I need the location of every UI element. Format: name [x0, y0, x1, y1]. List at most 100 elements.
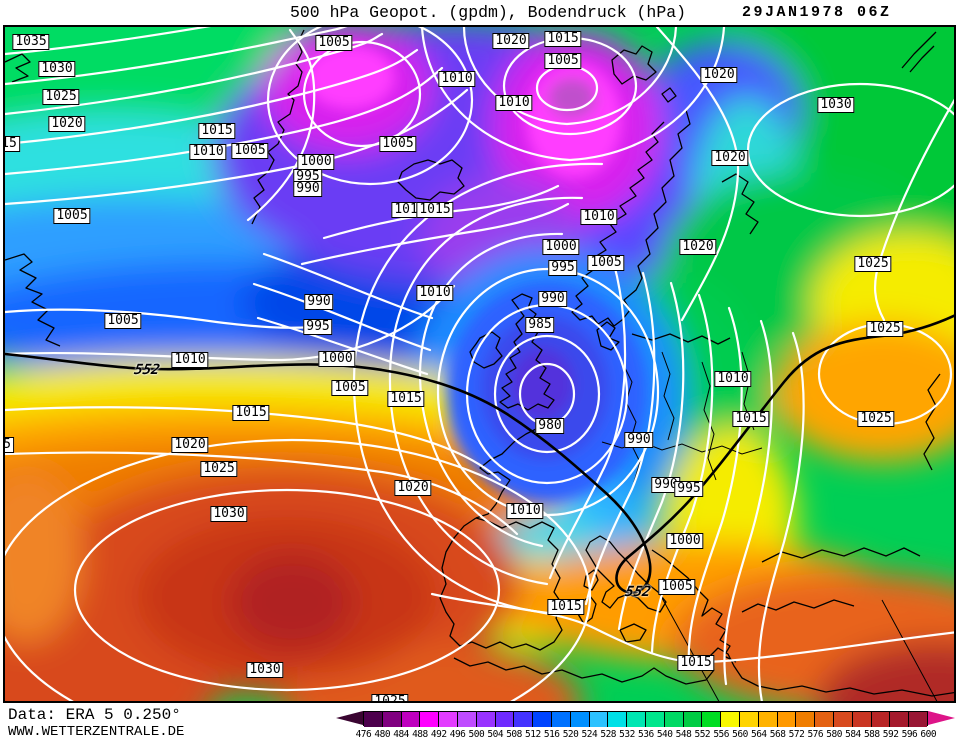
pressure-label: 1025	[854, 256, 892, 272]
pressure-label: 1015	[544, 31, 582, 47]
pressure-label: 1005	[587, 255, 625, 271]
pressure-label: 1030	[210, 506, 248, 522]
pressure-label: 1015	[732, 411, 770, 427]
colorbar-segments	[363, 711, 928, 727]
colorbar-tick: 520	[562, 729, 579, 740]
pressure-label: 1030	[817, 97, 855, 113]
colorbar-segment	[457, 712, 477, 727]
pressure-label: 1025	[857, 411, 895, 427]
data-source-text: Data: ERA 5 0.250°	[8, 706, 181, 724]
colorbar-segment	[420, 712, 440, 727]
pressure-label: 1025	[42, 89, 80, 105]
pressure-label: 990	[293, 181, 323, 197]
pressure-label: 1010	[189, 144, 227, 160]
colorbar-segment	[664, 712, 684, 727]
colorbar-segment	[476, 712, 496, 727]
pressure-label: 1005	[53, 208, 91, 224]
colorbar-tick: 504	[487, 729, 504, 740]
pressure-label: 1010	[495, 95, 533, 111]
colorbar-tick: 580	[826, 729, 842, 740]
pressure-label: 1000	[666, 533, 704, 549]
pressure-label: 1010	[416, 285, 454, 301]
colorbar-tick: 528	[600, 729, 617, 740]
colorbar-segment	[852, 712, 872, 727]
colorbar-tick: 536	[638, 729, 654, 740]
pressure-label: 1020	[171, 437, 209, 453]
colorbar-tick: 488	[412, 729, 428, 740]
pressure-label: 1030	[38, 61, 76, 77]
pressure-label: 1015	[387, 391, 425, 407]
website-text: WWW.WETTERZENTRALE.DE	[8, 724, 185, 740]
colorbar-segment	[758, 712, 778, 727]
pressure-label: 1020	[679, 239, 717, 255]
colorbar-segment	[608, 712, 628, 727]
pressure-label: 1010	[438, 71, 476, 87]
colorbar-tick: 508	[506, 729, 522, 740]
pressure-label: 1020	[700, 67, 738, 83]
weather-map: 1035103010251020151015101010051000995990…	[3, 25, 956, 703]
colorbar-tick: 596	[901, 729, 918, 740]
colorbar-segment	[589, 712, 609, 727]
colorbar-tick: 564	[750, 729, 767, 740]
geopotential-552-contour	[5, 314, 954, 595]
colorbar-segment	[551, 712, 571, 727]
colorbar-right-arrow	[928, 711, 955, 725]
pressure-label: 1020	[48, 116, 86, 132]
colorbar-tick-labels: 476 480 484 488 492 496 500 504 508 512 516 520 524 5…	[354, 729, 938, 740]
pressure-label: 995	[548, 260, 578, 276]
colorbar-segment	[796, 712, 816, 727]
colorbar-segment	[401, 712, 421, 727]
colorbar-segment	[382, 712, 402, 727]
pressure-label: 1005	[104, 313, 142, 329]
colorbar-tick: 524	[581, 729, 598, 740]
colorbar-segment	[514, 712, 534, 727]
colorbar-segment	[721, 712, 740, 727]
colorbar-tick: 500	[468, 729, 485, 740]
colorbar-segment	[495, 712, 515, 727]
pressure-label: 995	[674, 481, 704, 497]
pressure-label: 1020	[492, 33, 530, 49]
colorbar-tick: 496	[449, 729, 466, 740]
geopotential-colorbar	[336, 711, 955, 727]
colorbar-segment	[815, 712, 834, 727]
pressure-label: 1015	[232, 405, 270, 421]
pressure-label: 1010	[171, 352, 209, 368]
pressure-label: 1025	[200, 461, 238, 477]
colorbar-tick: 600	[920, 729, 937, 740]
colorbar-tick: 540	[656, 729, 673, 740]
pressure-label: 1005	[544, 53, 582, 69]
colorbar-tick: 556	[713, 729, 729, 740]
colorbar-tick: 480	[374, 729, 391, 740]
pressure-label: 1005	[331, 380, 369, 396]
colorbar-left-arrow	[336, 711, 363, 725]
colorbar-segment	[645, 712, 665, 727]
colorbar-tick: 572	[788, 729, 805, 740]
geopotential-color-field	[5, 27, 954, 701]
pressure-label: 1000	[297, 154, 335, 170]
contour-label-layer: 1035103010251020151015101010051000995990…	[5, 27, 954, 701]
pressure-label: 1005	[658, 579, 696, 595]
weather-map-svg	[5, 27, 954, 701]
pressure-label: 1010	[580, 209, 618, 225]
map-title: 500 hPa Geopot. (gpdm), Bodendruck (hPa)	[289, 3, 687, 22]
pressure-label: 1005	[231, 143, 269, 159]
pressure-label: 990	[651, 477, 681, 493]
pressure-label: 1015	[677, 655, 715, 671]
colorbar-segment	[909, 712, 927, 727]
pressure-label: 15	[5, 136, 20, 152]
pressure-label: 1035	[12, 34, 50, 50]
pressure-label: 990	[624, 432, 654, 448]
colorbar-segment	[364, 712, 383, 727]
pressure-label: 1025	[866, 321, 904, 337]
pressure-label: 1020	[711, 150, 749, 166]
pressure-label: 1015	[198, 123, 236, 139]
geopotential-552-label: 552	[132, 362, 162, 378]
pressure-label: 995	[303, 319, 333, 335]
colorbar-tick: 532	[619, 729, 635, 740]
pressure-label: 990	[304, 294, 334, 310]
pressure-label: 1030	[246, 662, 284, 678]
pressure-label: 1000	[542, 239, 580, 255]
colorbar-segment	[871, 712, 891, 727]
pressure-label: 5	[5, 437, 14, 453]
